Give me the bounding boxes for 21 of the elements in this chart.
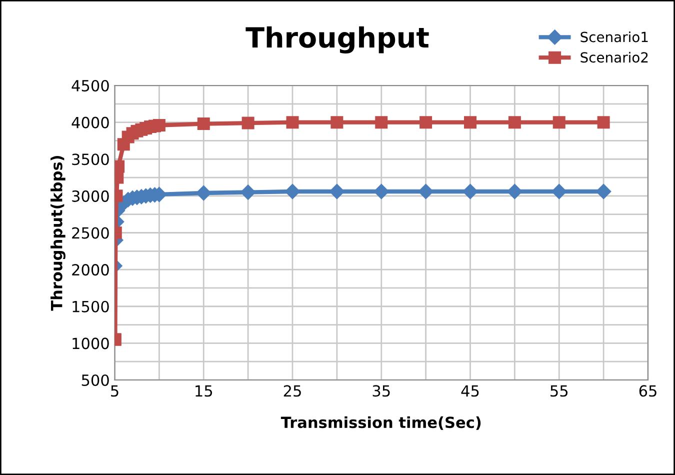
y-tick-label: 4000 [72, 116, 109, 128]
y-tick-label: 1000 [72, 338, 109, 350]
y-tick-label: 500 [82, 374, 109, 386]
x-tick-label: 5 [111, 385, 118, 397]
legend-label: Scenario1 [580, 32, 648, 42]
x-tick-label: 45 [461, 385, 479, 397]
y-tick-label: 2500 [72, 227, 109, 239]
legend-label: Scenario2 [580, 52, 648, 63]
y-axis-title: Throughput(kbps) [50, 156, 66, 311]
y-tick-label: 3000 [72, 190, 109, 202]
x-tick-label: 55 [550, 385, 568, 397]
chart-title: Throughput [246, 26, 429, 54]
x-tick-label: 15 [196, 385, 212, 397]
x-tick-label: 25 [284, 385, 301, 397]
x-axis-title: Transmission time(Sec) [280, 416, 481, 430]
y-tick-label: 2000 [72, 264, 109, 276]
x-tick-label: 35 [372, 385, 390, 397]
y-tick-label: 1500 [72, 300, 109, 312]
y-tick-label: 3500 [72, 154, 109, 166]
y-tick-label: 4500 [72, 80, 109, 92]
x-tick-label: 65 [639, 385, 656, 397]
